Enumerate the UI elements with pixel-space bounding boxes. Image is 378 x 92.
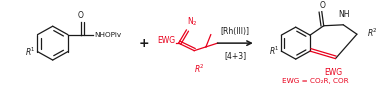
Text: O: O xyxy=(77,11,84,20)
Text: NH: NH xyxy=(338,10,350,19)
Text: $R^2$: $R^2$ xyxy=(367,26,378,39)
Text: $R^2$: $R^2$ xyxy=(194,63,204,75)
Text: N$_2$: N$_2$ xyxy=(187,16,198,28)
Text: [4+3]: [4+3] xyxy=(224,51,246,60)
Text: $R^1$: $R^1$ xyxy=(268,45,279,57)
Text: +: + xyxy=(139,37,150,50)
Text: EWG = CO₂R, COR: EWG = CO₂R, COR xyxy=(282,78,349,84)
Text: $R^1$: $R^1$ xyxy=(25,45,36,58)
Text: O: O xyxy=(320,1,326,10)
Text: [Rh(III)]: [Rh(III)] xyxy=(221,27,250,36)
Text: EWG: EWG xyxy=(158,36,176,45)
Text: NHOPiv: NHOPiv xyxy=(94,32,121,38)
Text: EWG: EWG xyxy=(324,68,342,77)
